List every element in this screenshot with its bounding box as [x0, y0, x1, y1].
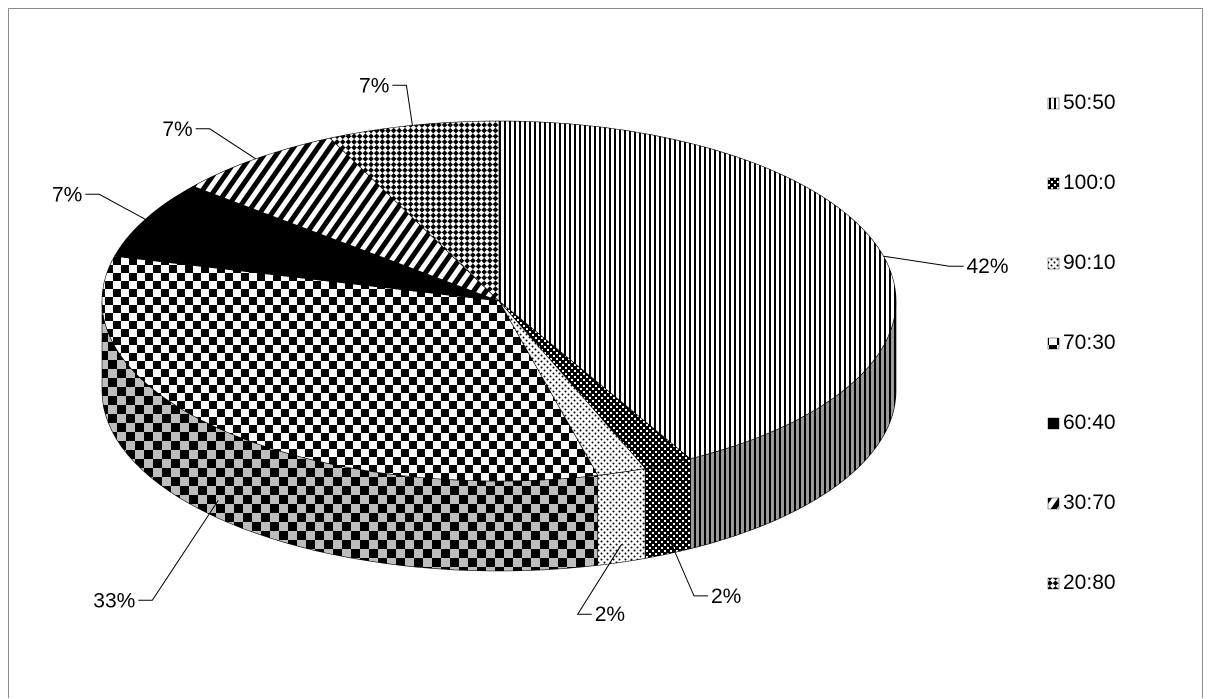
legend-label-100:0: 100:0 — [1063, 171, 1116, 194]
data-label-60:40: 7% — [52, 183, 82, 206]
legend-swatch-70:30 — [1047, 337, 1060, 350]
slice-70:30 — [101, 255, 599, 482]
legend-swatch-90:10 — [1047, 257, 1060, 270]
leader-line-20:80 — [392, 84, 413, 126]
legend-swatch-30:70 — [1047, 497, 1060, 510]
pie-chart: 42% 2% 2% 33% 7% 7% 7% 50:50 100:0 90:10 70:30 60:… — [52, 74, 1116, 626]
legend-label-50:50: 50:50 — [1063, 91, 1116, 114]
legend-swatch-60:40 — [1047, 417, 1060, 430]
leader-line-100:0 — [667, 535, 708, 597]
legend-label-20:80: 20:80 — [1063, 571, 1116, 594]
leader-line-30:70 — [195, 128, 256, 160]
data-label-70:30: 33% — [93, 589, 135, 612]
legend-swatch-50:50 — [1047, 97, 1060, 110]
legend-label-90:10: 90:10 — [1063, 251, 1116, 274]
data-label-100:0: 2% — [711, 585, 741, 608]
legend-swatch-20:80 — [1047, 577, 1060, 590]
data-label-30:70: 7% — [162, 118, 192, 141]
legend-label-60:40: 60:40 — [1063, 411, 1116, 434]
legend-label-70:30: 70:30 — [1063, 331, 1116, 354]
leader-line-70:30 — [138, 500, 219, 601]
leader-line-90:10 — [576, 543, 623, 615]
data-label-50:50: 42% — [967, 255, 1009, 278]
legend-label-30:70: 30:70 — [1063, 491, 1116, 514]
side-100:0 — [644, 458, 691, 559]
legend: 50:50 100:0 90:10 70:30 60:40 30:70 20:80 — [1047, 91, 1116, 594]
pie-side-walls — [101, 300, 897, 572]
legend-swatch-100:0 — [1047, 177, 1060, 190]
side-90:10 — [597, 468, 646, 566]
leader-line-60:40 — [85, 193, 146, 220]
slice-100:0 — [498, 300, 691, 469]
slice-90:10 — [498, 300, 646, 476]
pie-top-faces — [101, 120, 897, 482]
data-label-90:10: 2% — [595, 603, 625, 626]
leader-line-50:50 — [883, 255, 964, 267]
chart-frame: 42% 2% 2% 33% 7% 7% 7% 50:50 100:0 90:10 70:30 60:… — [8, 8, 1203, 698]
data-labels: 42% 2% 2% 33% 7% 7% 7% — [52, 74, 1009, 626]
data-label-20:80: 7% — [359, 74, 389, 97]
